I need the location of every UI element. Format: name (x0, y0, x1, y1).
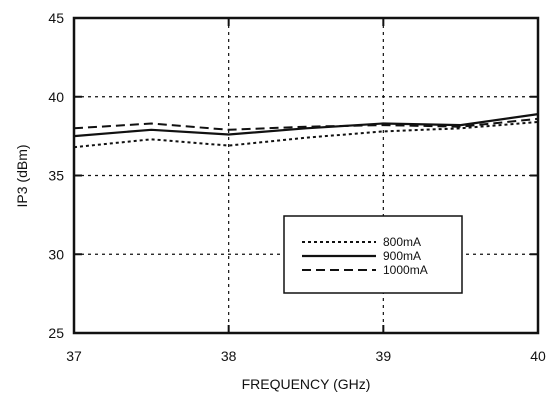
y-tick-label: 25 (48, 325, 64, 341)
y-tick-label: 35 (48, 168, 64, 184)
series-line-1000mA (73, 117, 539, 131)
x-axis-label: FREQUENCY (GHz) (242, 376, 371, 392)
y-tick-label: 45 (48, 10, 64, 26)
x-tick-label: 40 (530, 348, 546, 364)
y-tick-label: 40 (48, 89, 64, 105)
y-tick-label: 30 (48, 246, 64, 262)
x-tick-label: 38 (221, 348, 237, 364)
legend-box (283, 215, 463, 294)
x-tick-label: 37 (66, 348, 82, 364)
series-lines (73, 113, 539, 149)
y-axis-label: IP3 (dBm) (14, 144, 30, 207)
legend-label: 900mA (383, 249, 421, 263)
legend-label: 1000mA (383, 263, 428, 277)
axis-ticks: 37 38 39 40 25 30 35 40 45 (48, 10, 546, 364)
legend-label: 800mA (383, 235, 421, 249)
x-tick-label: 39 (376, 348, 392, 364)
series-line-900mA (73, 113, 539, 138)
